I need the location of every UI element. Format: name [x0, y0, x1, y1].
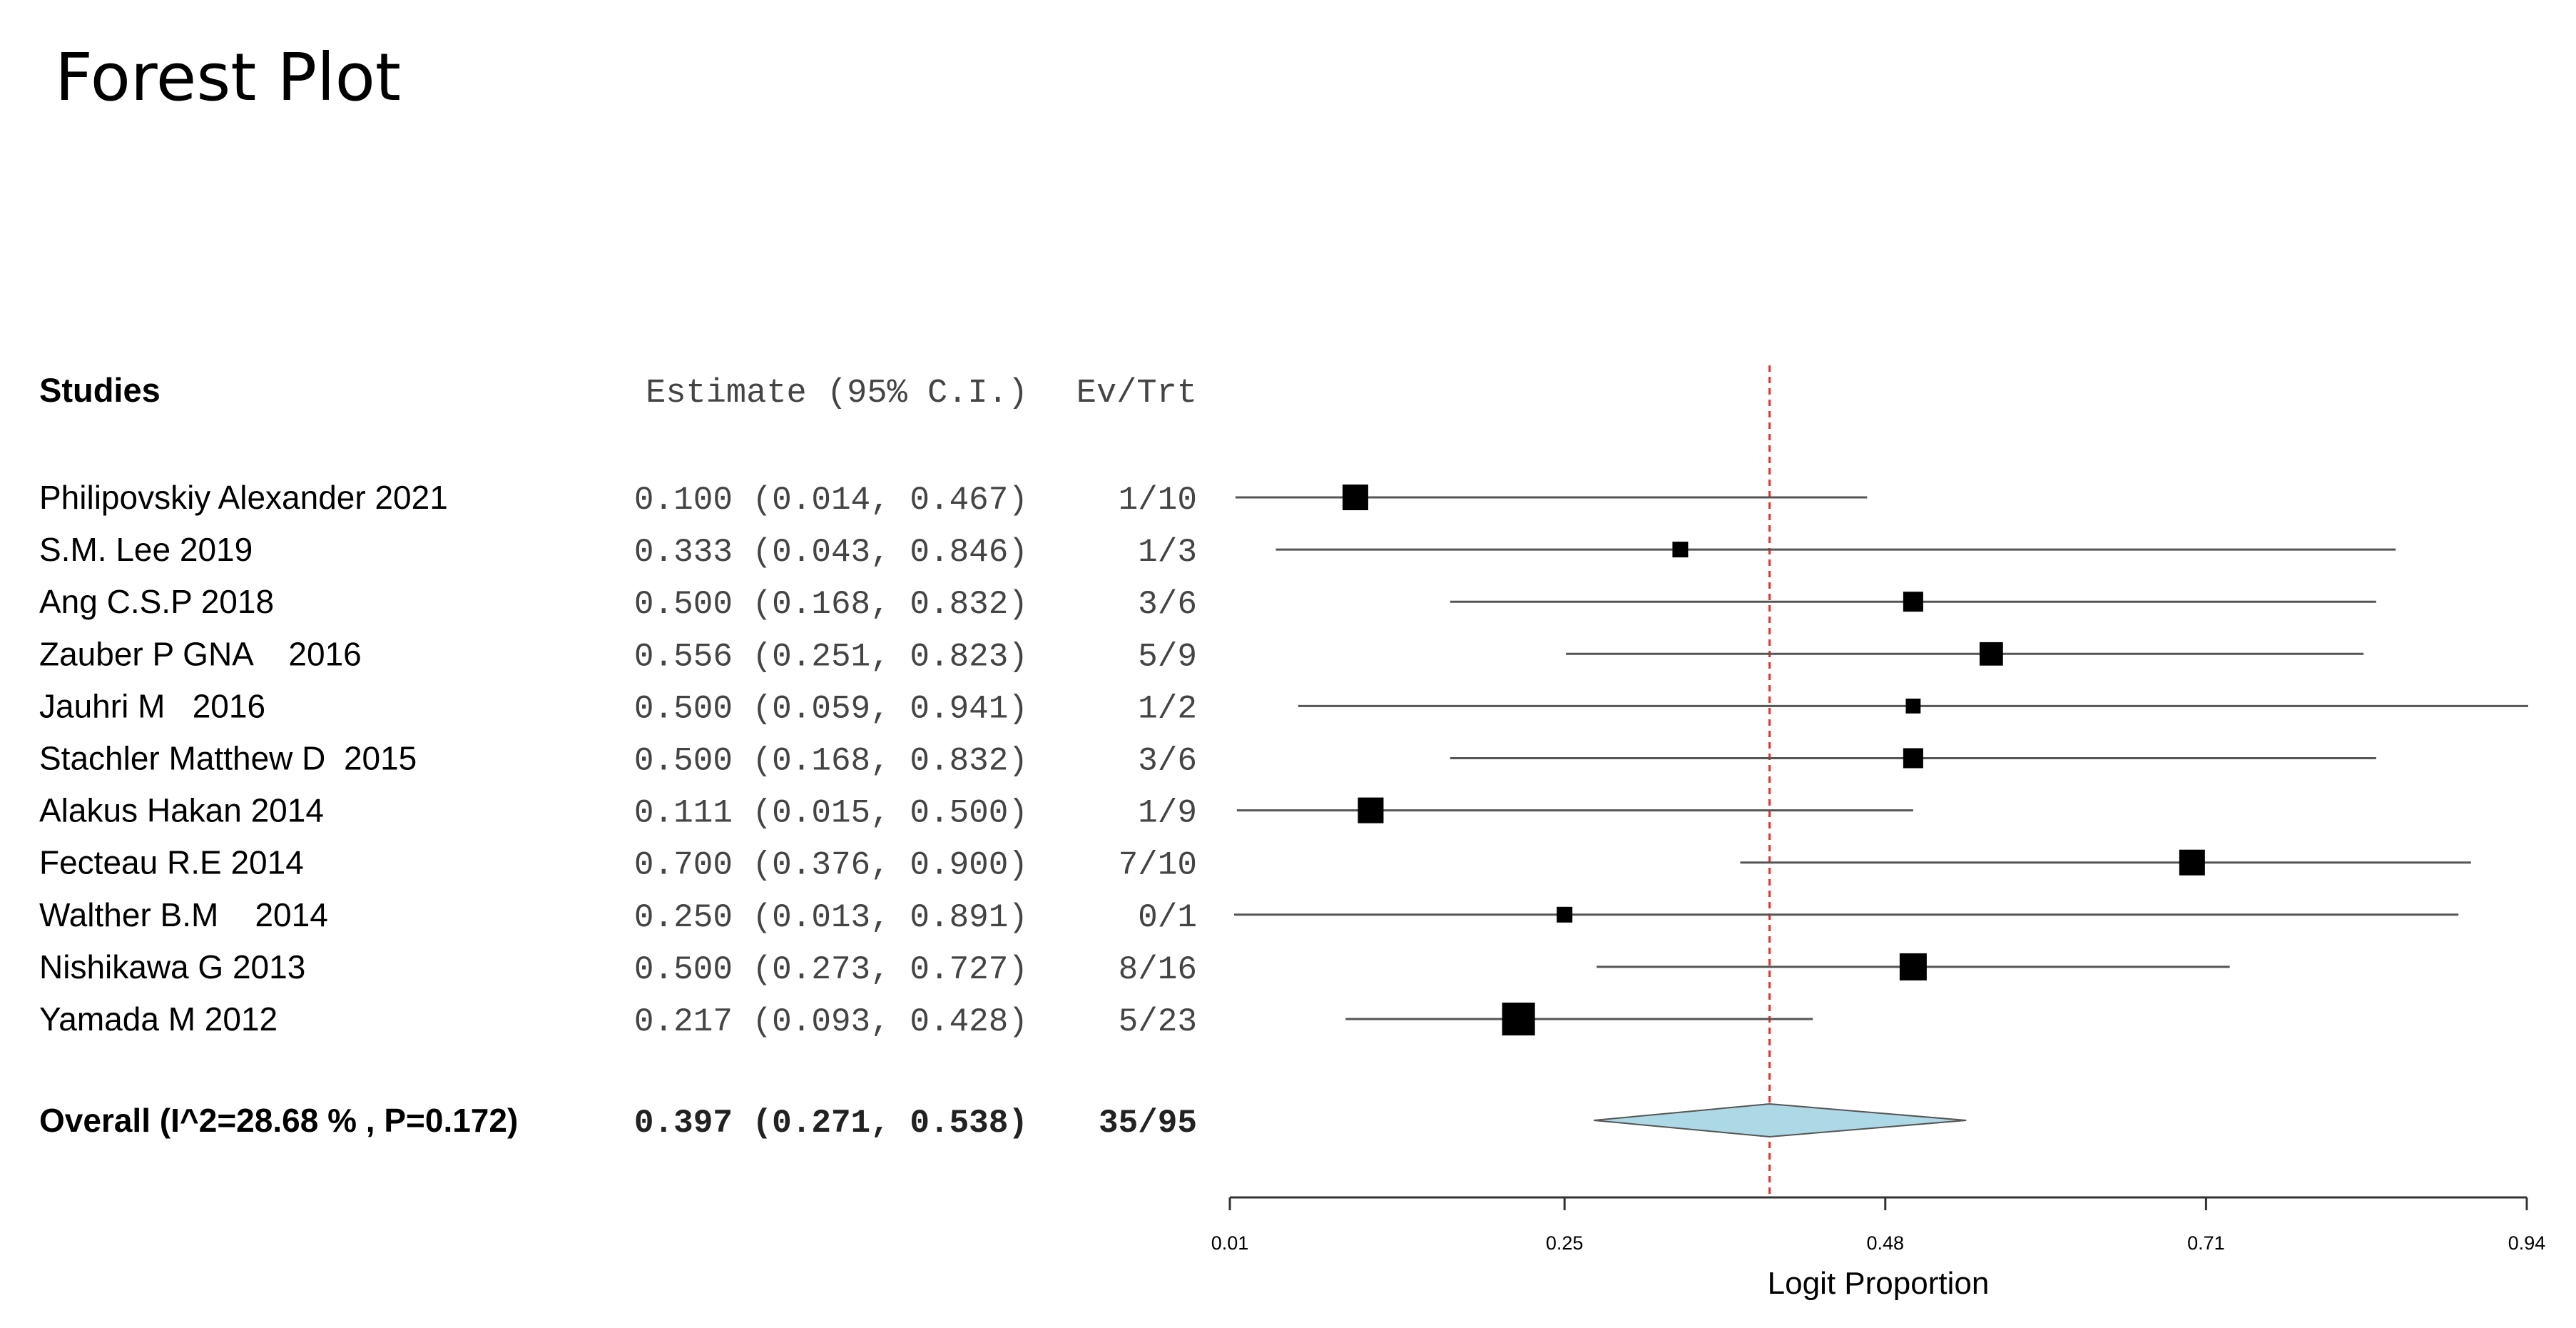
- study-marker: [1358, 797, 1384, 823]
- study-estimate: 0.333 (0.043, 0.846): [634, 534, 1028, 571]
- study-name: Stachler Matthew D 2015: [39, 740, 417, 777]
- study-name: S.M. Lee 2019: [39, 531, 253, 568]
- study-marker: [1899, 953, 1927, 980]
- study-name: Jauhri M 2016: [39, 687, 265, 724]
- header-events: Ev/Trt: [1076, 375, 1197, 412]
- x-axis-ticks: 0.01 0.25 0.48 0.71 0.94: [1211, 1197, 2546, 1254]
- study-events: 7/10: [1119, 847, 1197, 884]
- header-studies: Studies: [39, 371, 161, 409]
- study-marker: [1502, 1003, 1535, 1035]
- study-estimate: 0.500 (0.168, 0.832): [634, 743, 1028, 780]
- x-axis: 0.01 0.25 0.48 0.71 0.94 Logit Proportion: [1211, 1196, 2546, 1301]
- plot-area: Philipovskiy Alexander 2021 0.100 (0.014,…: [39, 365, 2528, 1197]
- study-name: Fecteau R.E 2014: [39, 844, 304, 881]
- x-tick-label: 0.48: [1866, 1232, 1904, 1254]
- study-marker: [1905, 699, 1921, 714]
- study-marker: [2179, 849, 2205, 876]
- chart-title: Forest Plot: [55, 39, 401, 116]
- study-name: Zauber P GNA 2016: [39, 635, 362, 672]
- study-estimate: 0.217 (0.093, 0.428): [634, 1003, 1028, 1040]
- study-marker: [1342, 485, 1368, 510]
- study-marker: [1903, 592, 1923, 612]
- x-tick-label: 0.01: [1211, 1232, 1249, 1254]
- study-estimate: 0.100 (0.014, 0.467): [634, 482, 1028, 519]
- study-events: 1/10: [1119, 482, 1197, 519]
- study-name: Alakus Hakan 2014: [39, 792, 324, 829]
- study-estimate: 0.250 (0.013, 0.891): [634, 899, 1028, 936]
- study-events: 5/9: [1138, 638, 1197, 675]
- study-name: Ang C.S.P 2018: [39, 583, 274, 620]
- study-events: 1/2: [1138, 690, 1197, 727]
- study-marker: [1557, 906, 1573, 923]
- overall-label: Overall (I^2=28.68 % , P=0.172): [39, 1102, 518, 1139]
- study-events: 1/9: [1138, 795, 1197, 832]
- study-estimate: 0.500 (0.059, 0.941): [634, 690, 1028, 727]
- x-tick-label: 0.94: [2508, 1232, 2546, 1254]
- overall-diamond: [1594, 1103, 1967, 1138]
- study-events: 1/3: [1138, 534, 1197, 571]
- study-estimate: 0.700 (0.376, 0.900): [634, 847, 1028, 884]
- study-marker: [1672, 542, 1689, 558]
- study-marker: [1979, 642, 2003, 666]
- x-axis-label: Logit Proportion: [1768, 1266, 1990, 1301]
- study-estimate: 0.500 (0.168, 0.832): [634, 586, 1028, 623]
- study-name: Nishikawa G 2013: [39, 948, 305, 985]
- study-name: Walther B.M 2014: [39, 896, 328, 933]
- overall-events: 35/95: [1099, 1105, 1197, 1142]
- study-estimate: 0.500 (0.273, 0.727): [634, 951, 1028, 988]
- study-events: 3/6: [1138, 586, 1197, 623]
- study-estimate: 0.111 (0.015, 0.500): [634, 795, 1028, 832]
- study-name: Philipovskiy Alexander 2021: [39, 479, 448, 516]
- x-tick-label: 0.71: [2187, 1232, 2225, 1254]
- study-events: 0/1: [1138, 899, 1197, 936]
- study-events: 5/23: [1119, 1003, 1197, 1040]
- study-events: 8/16: [1119, 951, 1197, 988]
- overall-estimate: 0.397 (0.271, 0.538): [634, 1105, 1028, 1142]
- study-events: 3/6: [1138, 743, 1197, 780]
- study-marker: [1903, 748, 1923, 769]
- x-tick-label: 0.25: [1546, 1232, 1584, 1254]
- study-name: Yamada M 2012: [39, 1000, 278, 1038]
- header-estimate: Estimate (95% C.I.): [646, 375, 1028, 412]
- study-estimate: 0.556 (0.251, 0.823): [634, 638, 1028, 675]
